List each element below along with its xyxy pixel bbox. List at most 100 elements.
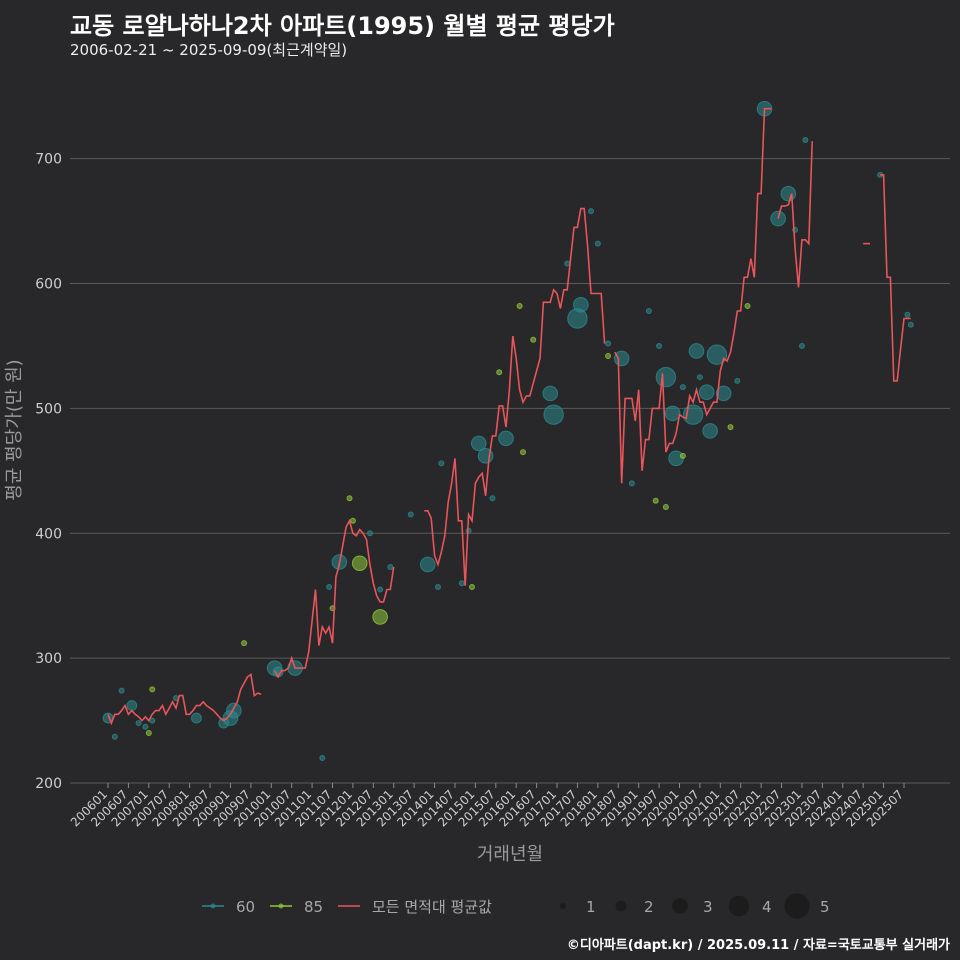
y-tick-label: 400 [35,526,62,542]
scatter-point-60 [118,687,125,694]
average-line-segment [107,672,262,726]
scatter-point-85 [662,504,669,511]
scatter-point-60 [438,460,445,467]
scatter-point-60 [594,240,601,247]
scatter-point-85 [520,449,527,456]
scatter-point-60 [655,366,677,388]
legend-size-circle [672,898,688,914]
scatter-point-60 [489,495,496,502]
scatter-point-60 [142,723,149,730]
scatter-point-60 [191,712,202,724]
scatter-point-60 [419,556,436,573]
scatter-point-60 [628,480,635,487]
average-line-segment [614,107,772,484]
average-line-segment [777,141,813,288]
y-axis-label: 평균 평당가(만 원) [4,359,25,500]
scatter-point-60 [688,343,705,359]
scatter-point-60 [111,733,118,740]
y-tick-label: 600 [35,277,62,293]
scatter-point-85 [468,583,475,590]
legend-label: 85 [304,898,323,916]
scatter-point-85 [149,686,156,693]
legend-label: 60 [236,898,255,916]
scatter-point-60 [702,423,718,439]
scatter-point-60 [706,344,728,365]
scatter-point-60 [407,511,414,518]
legend-swatch-point [210,903,216,909]
scatter-point-60 [696,374,703,381]
scatter-point-85 [351,555,368,572]
legend-size-label: 3 [703,898,713,916]
line-layer [107,107,911,726]
average-line-segment [424,207,606,586]
legend-size-label: 1 [586,898,596,916]
scatter-point-60 [135,720,142,727]
scatter-point-85 [349,517,356,524]
scatter-point-60 [645,308,652,315]
scatter-point-60 [668,450,684,467]
scatter-point-60 [715,385,732,402]
scatter-point-60 [904,311,911,318]
scatter-point-60 [605,340,612,347]
legend-swatch-point [278,903,284,909]
legend-size-circle [728,895,750,917]
scatter-point-85 [727,424,734,431]
legend-size-circle [784,893,810,919]
scatter-point-60 [907,321,914,328]
scatter-point-60 [564,260,571,267]
source-footer: ©디아파트(dapt.kr) / 2025.09.11 / 자료=국토교통부 실… [566,938,950,953]
chart-subtitle: 2006-02-21 ~ 2025-09-09(최근계약일) [70,41,348,59]
scatter-point-60 [498,430,514,447]
legend-size-label: 5 [820,898,830,916]
scatter-point-85 [496,369,503,376]
scatter-point-85 [372,609,388,625]
legend-size-circle [560,903,566,909]
legend-size-label: 2 [644,898,654,916]
legend-size-circle [615,900,627,912]
scatter-point-60 [613,350,630,367]
x-axis-label: 거래년월 [477,844,543,865]
average-line-segment [273,518,395,679]
scatter-point-85 [145,730,152,737]
scatter-point-85 [605,352,612,359]
scatter-point-60 [656,342,663,349]
scatter-point-60 [780,185,797,202]
scatter-point-60 [802,136,809,143]
grid-layer [70,158,950,784]
y-tick-label: 200 [35,776,62,792]
scatter-point-60 [679,384,686,391]
scatter-point-85 [679,452,686,459]
scatter-point-60 [470,435,487,452]
scatter-point-60 [326,583,333,590]
scatter-point-60 [734,377,741,384]
scatter-point-60 [387,563,394,570]
y-tick-label: 700 [35,152,62,168]
scatter-point-85 [530,336,537,343]
scatter-point-60 [542,385,559,402]
scatter-point-85 [346,495,353,502]
scatter-point-60 [573,296,589,313]
axis-layer: 2003004005006007002006012006072007012007… [35,152,906,830]
scatter-point-60 [434,583,441,590]
scatter-point-60 [798,342,805,349]
scatter-point-60 [698,384,715,400]
chart-title: 교동 로얄나하나2차 아파트(1995) 월별 평균 평당가 [70,12,615,40]
scatter-point-85 [516,303,523,310]
scatter-point-60 [543,404,564,425]
scatter-point-60 [366,530,373,537]
scatter-point-85 [241,640,248,647]
scatter-point-85 [652,497,659,504]
legend: 60 85 모든 면적대 평균값 1 2 3 4 5 [202,893,830,919]
y-tick-label: 300 [35,651,62,667]
scatter-point-60 [664,405,681,422]
scatter-point-60 [770,210,786,227]
scatter-point-60 [458,580,465,587]
legend-size-label: 4 [762,898,772,916]
scatter-point-60 [126,700,138,711]
scatter-point-60 [319,755,326,762]
average-line-segment [880,174,911,382]
legend-label: 모든 면적대 평균값 [372,898,492,916]
y-tick-label: 500 [35,401,62,417]
scatter-point-85 [744,303,751,310]
